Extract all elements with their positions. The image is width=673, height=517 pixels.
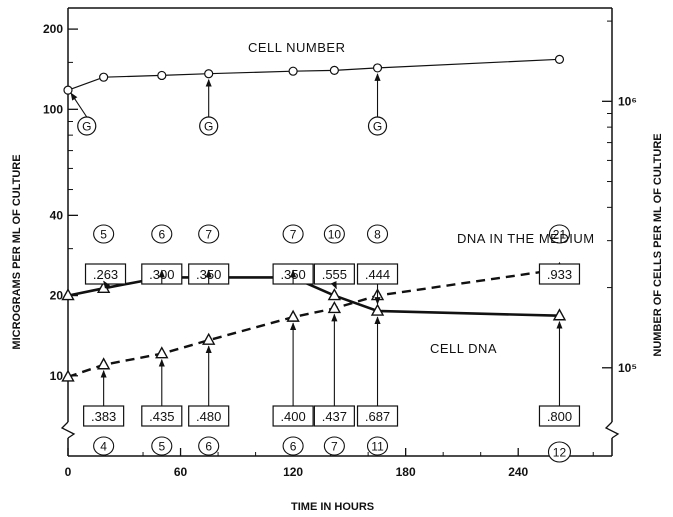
bottom-count-text: 5 <box>158 440 165 454</box>
top-count-circle <box>323 224 345 244</box>
top-count-circle <box>366 224 389 244</box>
bottom-count-circle <box>93 436 115 456</box>
top-count-text: 10 <box>328 228 342 242</box>
bottom-count-text: 6 <box>205 440 212 454</box>
series-line-2 <box>67 268 560 379</box>
cell-dna-label: CELL DNA <box>430 341 497 356</box>
series-point-0 <box>99 72 109 82</box>
top-box-frame <box>538 263 581 285</box>
bottom-box-text: .435 <box>149 409 174 424</box>
top-count-circle <box>548 224 571 244</box>
x-axis-title: TIME IN HOURS <box>291 501 374 513</box>
bottom-count-text: 6 <box>290 440 297 454</box>
series-point-2 <box>155 346 169 359</box>
bottom-count-text: 4 <box>100 440 107 454</box>
bottom-count-text: 11 <box>371 440 384 454</box>
top-box-text: .933 <box>547 267 572 282</box>
series-point-1 <box>327 288 342 301</box>
x-tick-label: 60 <box>174 465 188 479</box>
x-tick-label: 120 <box>283 465 303 479</box>
bottom-box-text: .437 <box>322 409 347 424</box>
left-axis-break <box>60 421 76 439</box>
bottom-count-circle <box>323 436 345 456</box>
y-left-tick-label: 40 <box>50 208 64 222</box>
y-left-axis-title: MICROGRAMS PER ML OF CULTURE <box>11 154 23 349</box>
top-box-text: .555 <box>322 267 347 282</box>
top-box-text: .444 <box>365 267 390 282</box>
bottom-count-circle <box>547 441 572 463</box>
series-point-1 <box>552 308 567 321</box>
series-point-0 <box>63 85 73 95</box>
y-right-tick-label: 10⁶ <box>618 94 637 108</box>
series-point-1 <box>61 288 75 301</box>
g-marker-label: G <box>204 120 213 134</box>
bottom-count-circle <box>151 436 173 456</box>
series-point-0 <box>554 54 565 64</box>
series-point-0 <box>204 69 214 79</box>
top-count-circle <box>282 224 304 244</box>
cell-number-label: CELL NUMBER <box>248 40 345 55</box>
top-box-arrow <box>330 280 337 290</box>
top-count-text: 7 <box>205 228 212 242</box>
top-count-text: 21 <box>553 228 567 242</box>
x-tick-label: 0 <box>65 465 72 479</box>
top-box-text: .263 <box>93 267 118 282</box>
y-left-tick-label: 20 <box>50 289 64 303</box>
series-point-1 <box>370 303 385 316</box>
bottom-count-text: 7 <box>331 440 338 454</box>
bottom-box-text: .480 <box>196 409 221 424</box>
y-left-tick-label: 200 <box>43 22 63 36</box>
dna-medium-label: DNA IN THE MEDIUM <box>457 231 595 246</box>
bottom-box-text: .800 <box>547 409 572 424</box>
top-count-text: 6 <box>158 228 165 242</box>
g-marker-arrow <box>70 92 88 118</box>
top-box-arrow <box>103 280 111 289</box>
y-right-tick-label: 10⁵ <box>618 361 637 375</box>
bottom-box-text: .687 <box>365 409 390 424</box>
bottom-count-circle <box>282 436 304 456</box>
bottom-box-text: .400 <box>280 409 305 424</box>
top-count-circle <box>151 224 173 244</box>
top-count-circle <box>93 224 115 244</box>
y-right-axis-title: NUMBER OF CELLS PER ML OF CULTURE <box>652 133 664 356</box>
bottom-count-circle <box>366 436 389 456</box>
series-point-2 <box>202 332 216 345</box>
bottom-box-text: .383 <box>91 409 116 424</box>
top-count-text: 8 <box>374 228 381 242</box>
g-marker-label: G <box>82 120 91 134</box>
g-marker-label: G <box>373 120 382 134</box>
series-line-0 <box>67 58 560 91</box>
y-left-tick-label: 10 <box>50 369 64 383</box>
series-point-0 <box>288 66 298 76</box>
series-point-2 <box>327 300 342 314</box>
series-point-0 <box>329 65 339 75</box>
top-count-text: 5 <box>100 228 107 242</box>
series-point-2 <box>61 369 75 382</box>
x-tick-label: 180 <box>396 465 416 479</box>
series-point-0 <box>157 70 167 81</box>
top-count-text: 7 <box>290 228 297 242</box>
series-line-1 <box>67 276 560 317</box>
series-point-0 <box>372 63 383 73</box>
bottom-count-circle <box>198 436 220 456</box>
x-tick-label: 240 <box>508 465 528 479</box>
series-layer <box>61 54 567 382</box>
annotation-layer: G G G5 6 7 7 10 8 21.263.300.350.350.555.444.933… <box>70 73 581 463</box>
series-point-2 <box>286 309 300 322</box>
bottom-count-text: 12 <box>553 446 567 460</box>
y-left-tick-label: 100 <box>43 102 63 116</box>
series-point-2 <box>96 357 111 370</box>
right-axis-break <box>604 421 620 439</box>
top-count-circle <box>198 224 220 244</box>
